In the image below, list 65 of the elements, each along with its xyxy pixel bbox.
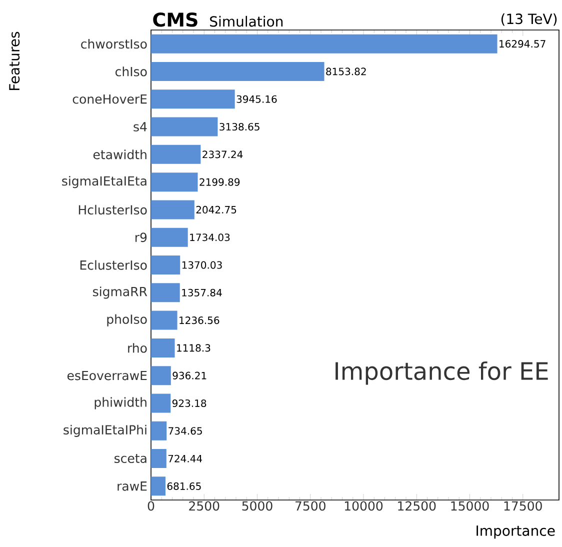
- data-label: 8153.82: [326, 68, 366, 76]
- bar: [151, 200, 194, 220]
- data-label: 936.21: [172, 372, 206, 380]
- data-label: 734.65: [168, 427, 202, 435]
- data-label: 1370.03: [182, 261, 222, 269]
- x-tick-label: 12500: [398, 501, 436, 511]
- y-tick-label: sigmaIEtaIPhi: [64, 424, 146, 437]
- bar: [151, 449, 166, 468]
- bar: [151, 283, 180, 302]
- y-tick-label: sceta: [114, 454, 146, 464]
- y-tick-label: rawE: [118, 482, 147, 491]
- annotation: Importance for EE: [336, 362, 548, 385]
- bar: [151, 366, 171, 386]
- bar: [151, 172, 198, 192]
- data-label: 1357.84: [182, 288, 222, 296]
- y-tick-label: sigmaIEtaIEta: [62, 176, 146, 188]
- y-tick-label: coneHoverE: [72, 94, 147, 104]
- data-label: 1734.03: [190, 234, 230, 242]
- y-tick-label: phiwidth: [94, 397, 146, 410]
- y-tick-label: r9: [136, 232, 147, 242]
- bar: [151, 476, 166, 496]
- y-tick-label: HclusterIso: [78, 204, 147, 215]
- x-tick-label: 2500: [189, 501, 220, 511]
- data-label: 2337.24: [202, 150, 243, 158]
- data-label: 923.18: [172, 399, 206, 408]
- y-tick-label: rho: [128, 343, 147, 353]
- x-tick-label: 17500: [504, 501, 542, 511]
- x-tick-label: 15000: [451, 501, 489, 511]
- y-tick-label: etawidth: [93, 150, 146, 160]
- y-tick-label: s4: [134, 122, 147, 132]
- x-axis-title: Importance: [476, 526, 555, 539]
- data-label: 2199.89: [200, 178, 240, 186]
- bar: [151, 90, 235, 109]
- data-label: 3945.16: [236, 95, 277, 103]
- data-label: 681.65: [167, 482, 201, 490]
- bar: [151, 34, 498, 54]
- y-tick-label: esEoverrawE: [67, 370, 147, 380]
- bar: [151, 228, 188, 247]
- y-tick-label: sigmaRR: [93, 286, 148, 299]
- y-tick-label: phoIso: [107, 314, 147, 326]
- y-tick-label: EclusterIso: [80, 260, 147, 270]
- x-tick-label: 10000: [345, 501, 383, 511]
- bar: [151, 144, 201, 164]
- bar: [151, 310, 178, 330]
- chart-title: CMS: [153, 12, 198, 27]
- data-label: 724.44: [168, 454, 202, 462]
- data-label: 1236.56: [180, 316, 220, 324]
- bar: [151, 421, 167, 440]
- bar: [151, 117, 218, 136]
- x-tick-label: 5000: [242, 501, 272, 511]
- x-tick-label: 7500: [295, 501, 326, 511]
- text: (13 TeV): [501, 13, 557, 26]
- data-label: 3138.65: [220, 122, 260, 131]
- data-label: 1118.3: [177, 344, 210, 352]
- data-label: 16294.57: [500, 40, 546, 48]
- y-axis-title: Features: [9, 32, 20, 90]
- bar: [151, 338, 175, 358]
- data-label: 2042.75: [196, 206, 236, 214]
- bar: [151, 256, 180, 275]
- bar: [151, 394, 171, 413]
- y-tick-label: chworstIso: [81, 38, 147, 49]
- bar: [151, 62, 324, 81]
- y-tick-label: chIso: [116, 66, 147, 76]
- chart-subtitle: Simulation: [210, 16, 283, 27]
- x-tick-label: 0: [148, 501, 154, 511]
